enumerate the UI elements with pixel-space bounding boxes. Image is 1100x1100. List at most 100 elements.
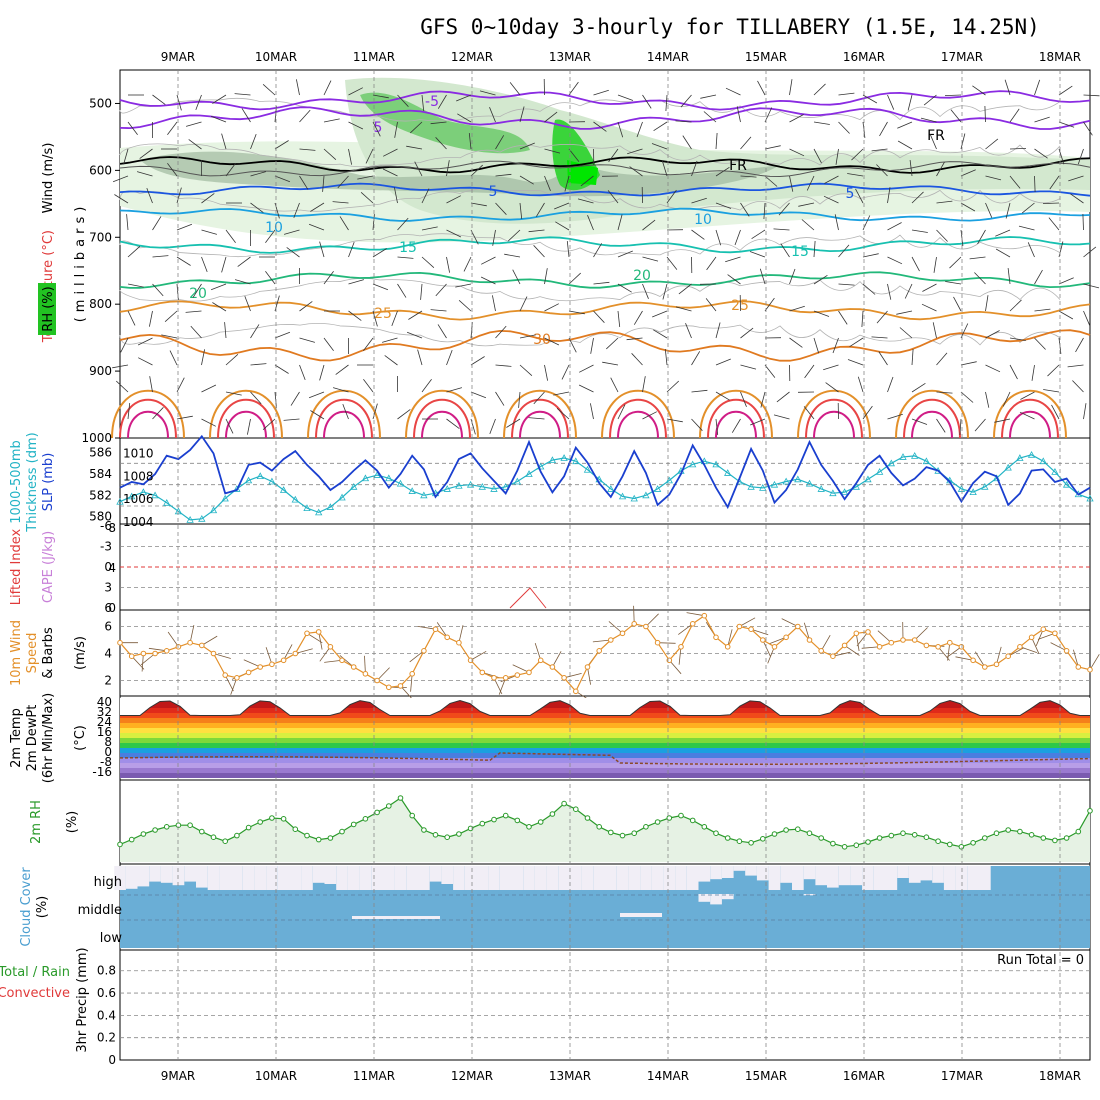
wind10-point bbox=[935, 644, 941, 650]
thickness-point bbox=[350, 482, 358, 490]
wind-barb bbox=[617, 94, 634, 101]
rh2m-point bbox=[514, 817, 521, 824]
rh2m-point bbox=[350, 821, 357, 828]
wind-barb bbox=[911, 229, 928, 233]
wind-barb bbox=[715, 322, 721, 339]
wind-barb bbox=[862, 94, 878, 104]
isotherm-10 bbox=[119, 207, 1091, 222]
wind-barb bbox=[1082, 213, 1084, 231]
wind-barb bbox=[126, 214, 129, 231]
wind-barb bbox=[421, 94, 425, 111]
thickness-point bbox=[478, 482, 486, 490]
wind-barb bbox=[146, 187, 153, 204]
cloud-high-gap bbox=[324, 866, 337, 884]
wind10-point bbox=[1052, 630, 1058, 637]
wind10-barb bbox=[283, 644, 293, 661]
wind-barb bbox=[610, 377, 619, 393]
wind-barb bbox=[627, 148, 643, 155]
wind-barb bbox=[685, 323, 692, 339]
wind-barb bbox=[384, 355, 398, 366]
wind-barb bbox=[348, 241, 355, 258]
wind10-point bbox=[537, 657, 544, 664]
isotherm-minus5 bbox=[119, 106, 1091, 130]
surface-isotherm-dome bbox=[315, 398, 373, 439]
wind-barb bbox=[678, 283, 692, 295]
cloud-high-gap bbox=[406, 866, 418, 890]
wind-barb bbox=[212, 302, 227, 312]
wind-barb bbox=[495, 325, 507, 339]
wind-barb bbox=[299, 337, 316, 343]
cloud-high-gap bbox=[792, 866, 804, 890]
surface-isotherm-dome bbox=[119, 398, 177, 439]
thickness-point bbox=[899, 453, 907, 460]
wind-barb bbox=[849, 337, 864, 348]
wind-barb bbox=[922, 283, 937, 292]
wind-barb bbox=[932, 322, 937, 339]
cloud-high-gap bbox=[908, 866, 921, 883]
wind-barb bbox=[152, 255, 169, 258]
wind-barb bbox=[617, 121, 624, 138]
wind-barb bbox=[283, 229, 300, 235]
wind-barb bbox=[813, 337, 820, 354]
wind-barb bbox=[789, 79, 793, 96]
rh2m-point bbox=[748, 840, 754, 846]
wind-barb bbox=[933, 256, 937, 273]
wind-barb bbox=[577, 198, 594, 204]
thickness-point bbox=[969, 488, 977, 496]
rh2m-point bbox=[888, 832, 895, 839]
rh-legend-swatch bbox=[38, 283, 56, 335]
isotherm-5 bbox=[119, 182, 1091, 197]
cloud-high-gap bbox=[301, 866, 313, 890]
wind-barb bbox=[896, 310, 913, 315]
wind-barb bbox=[455, 283, 472, 288]
wind-barb bbox=[960, 169, 976, 177]
temp-color-band bbox=[120, 723, 1090, 728]
rh2m-point bbox=[292, 826, 299, 833]
wind-barb bbox=[862, 405, 873, 420]
wind10-units: (m/s) bbox=[73, 636, 88, 670]
wind-barb bbox=[470, 391, 487, 399]
wind-barb bbox=[323, 148, 337, 160]
wind10-point bbox=[444, 634, 451, 641]
wind10-point bbox=[713, 634, 719, 641]
wind10-barb bbox=[668, 659, 682, 675]
wind-barb bbox=[397, 217, 409, 231]
wind10-barb bbox=[1031, 637, 1040, 654]
bottom-date-label: 9MAR bbox=[161, 1069, 196, 1083]
wind-barb bbox=[299, 148, 316, 151]
wind-barb bbox=[136, 171, 153, 177]
wind-barb bbox=[838, 310, 848, 325]
cloud-high-gap bbox=[242, 866, 255, 890]
rh2m-point bbox=[1063, 835, 1070, 841]
cloud-middle-gap bbox=[620, 913, 662, 917]
wind-barb bbox=[185, 121, 202, 127]
thickness-label-1: 1000-500mb bbox=[9, 440, 24, 524]
wind-barb bbox=[568, 310, 585, 315]
thickness-point bbox=[303, 504, 311, 512]
wind10-point bbox=[876, 644, 883, 650]
wind-barb bbox=[149, 310, 153, 327]
thickness-point bbox=[911, 452, 919, 459]
slp-label: SLP (mb) bbox=[41, 453, 56, 512]
top-date-label: 16MAR bbox=[843, 50, 885, 64]
wind-barb bbox=[813, 240, 816, 258]
wind-barb bbox=[911, 348, 914, 366]
wind-barb bbox=[715, 202, 732, 209]
wind-barb bbox=[617, 404, 626, 420]
cloud-high-gap bbox=[686, 866, 699, 890]
wind-barb bbox=[789, 268, 796, 285]
wind10-barb bbox=[436, 622, 448, 638]
rh2m-point bbox=[771, 831, 778, 837]
rh2m-point bbox=[876, 835, 883, 841]
rh2m-side-labels: 2m RH (%) bbox=[29, 800, 80, 844]
contour-label: 5 bbox=[489, 184, 498, 200]
wind-barb bbox=[823, 195, 839, 204]
temp-color-band bbox=[120, 743, 1090, 748]
wind10-barb bbox=[213, 653, 231, 659]
wind-barb bbox=[862, 283, 876, 295]
wind10-point bbox=[947, 639, 953, 646]
wind-barb bbox=[164, 310, 178, 322]
surface-isotherm-dome bbox=[805, 398, 863, 439]
wind10-label-3: & Barbs bbox=[41, 627, 56, 679]
wind10-barb bbox=[678, 623, 693, 635]
